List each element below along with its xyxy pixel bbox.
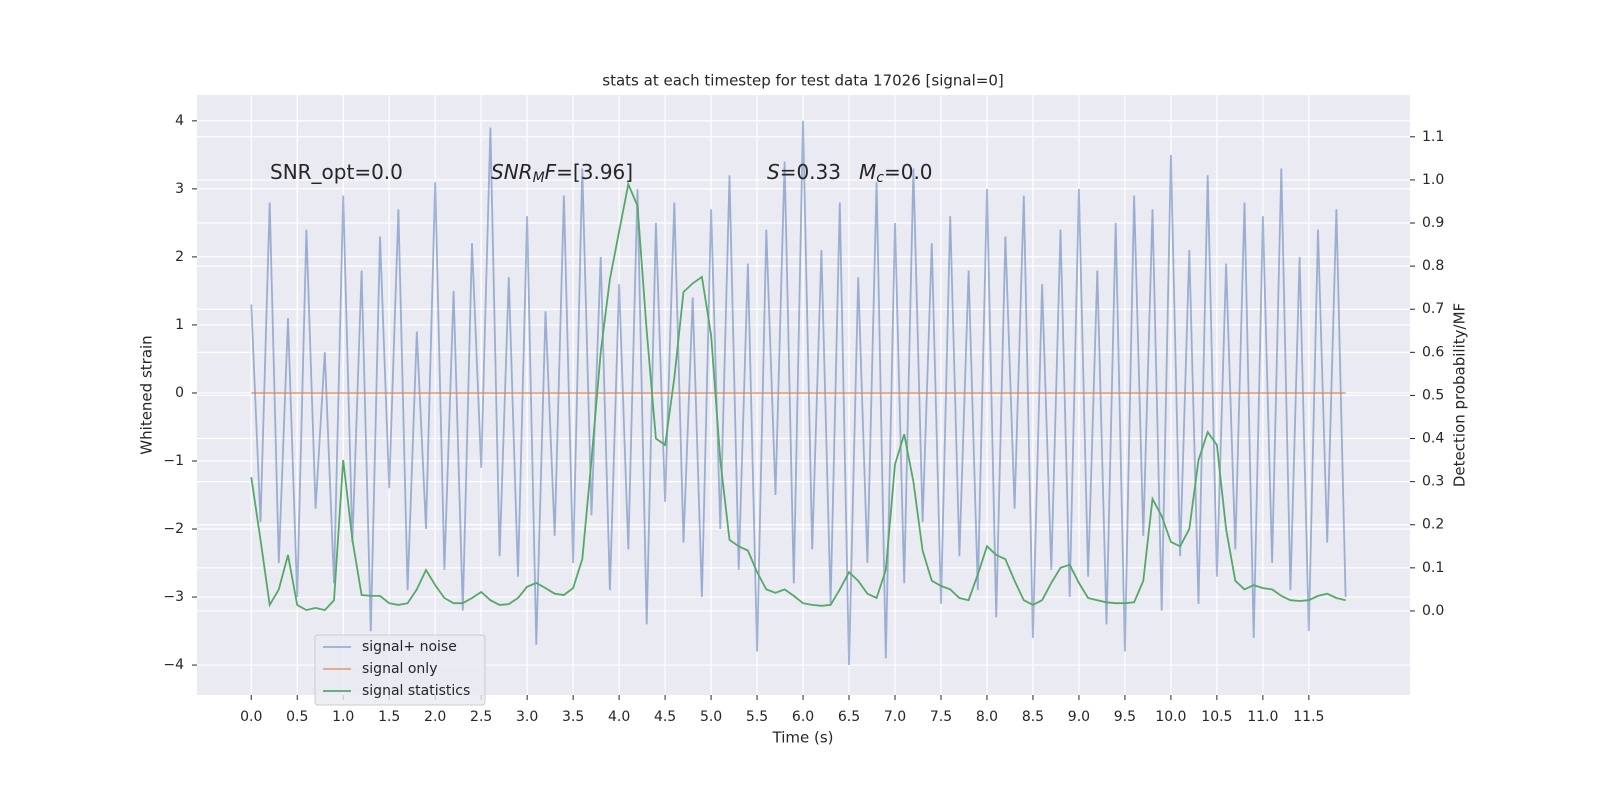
chart-title: stats at each timestep for test data 170…: [602, 72, 1003, 90]
legend-label: signal+ noise: [362, 639, 457, 655]
x-tick-label: 9.5: [1114, 709, 1136, 725]
x-tick-label: 4.0: [608, 709, 630, 725]
annotation: SNR_opt=0.0: [270, 160, 403, 184]
y2-tick-label: 0.9: [1422, 215, 1444, 231]
x-tick-label: 5.5: [746, 709, 768, 725]
x-tick-label: 2.0: [424, 709, 446, 725]
x-tick-label: 9.0: [1068, 709, 1090, 725]
y-tick-label: −3: [163, 589, 184, 605]
annotation-part: =[3.96]: [556, 160, 633, 184]
y2-tick-label: 0.0: [1422, 603, 1444, 619]
x-tick-label: 3.0: [516, 709, 538, 725]
x-tick-label: 0.5: [286, 709, 308, 725]
annotation: SNRMF=[3.96]: [491, 160, 633, 187]
y2-tick-label: 0.3: [1422, 474, 1444, 490]
legend-label: signal statistics: [362, 683, 470, 699]
x-tick-label: 11.5: [1293, 709, 1324, 725]
x-tick-label: 10.0: [1155, 709, 1186, 725]
y-tick-label: 3: [175, 181, 184, 197]
legend-label: signal only: [362, 661, 437, 677]
y2-axis-label: Detection probability/MF: [1451, 303, 1469, 487]
x-tick-label: 4.5: [654, 709, 676, 725]
y-axis-label: Whitened strain: [138, 335, 156, 454]
annotation: Mc=0.0: [859, 160, 933, 187]
y2-tick-label: 1.1: [1422, 129, 1444, 145]
annotation-part: S: [767, 160, 780, 184]
y-tick-label: 4: [175, 113, 184, 129]
x-tick-label: 1.0: [332, 709, 354, 725]
y2-tick-label: 0.5: [1422, 387, 1444, 403]
y2-tick-label: 0.2: [1422, 517, 1444, 533]
y-tick-label: 1: [175, 317, 184, 333]
x-tick-label: 11.0: [1247, 709, 1278, 725]
y-tick-label: 0: [175, 385, 184, 401]
y2-tick-label: 0.8: [1422, 258, 1444, 274]
x-tick-label: 6.0: [792, 709, 814, 725]
x-tick-label: 1.5: [378, 709, 400, 725]
series-line: [250, 120, 1347, 666]
x-tick-label: 10.5: [1201, 709, 1232, 725]
annotation-part: F: [545, 160, 557, 184]
x-tick-label: 7.0: [884, 709, 906, 725]
legend-box: [314, 634, 486, 706]
x-tick-label: 5.0: [700, 709, 722, 725]
series-line: [250, 181, 1346, 612]
annotation-part: M: [859, 160, 876, 184]
annotation-part: =0.33: [780, 160, 841, 184]
annotation-part: M: [533, 170, 545, 186]
annotation-part: c: [876, 170, 884, 186]
y2-tick-label: 0.6: [1422, 344, 1444, 360]
y-tick-label: −4: [163, 657, 184, 673]
annotation-part: =0.0: [884, 160, 933, 184]
x-tick-label: 6.5: [838, 709, 860, 725]
y2-tick-label: 0.4: [1422, 431, 1444, 447]
x-tick-label: 8.0: [976, 709, 998, 725]
annotation-part: SNR: [491, 160, 533, 184]
x-tick-label: 3.5: [562, 709, 584, 725]
y2-tick-label: 0.1: [1422, 560, 1444, 576]
y2-tick-label: 0.7: [1422, 301, 1444, 317]
x-tick-label: 0.0: [240, 709, 262, 725]
y-tick-label: 2: [175, 249, 184, 265]
x-tick-label: 2.5: [470, 709, 492, 725]
annotation-part: SNR_opt=0.0: [270, 160, 403, 184]
y2-tick-label: 1.0: [1422, 172, 1444, 188]
x-axis-label: Time (s): [772, 729, 834, 747]
annotation: S=0.33: [767, 160, 841, 184]
y-tick-label: −2: [163, 521, 184, 537]
y-tick-label: −1: [163, 453, 184, 469]
x-tick-label: 7.5: [930, 709, 952, 725]
x-tick-label: 8.5: [1022, 709, 1044, 725]
